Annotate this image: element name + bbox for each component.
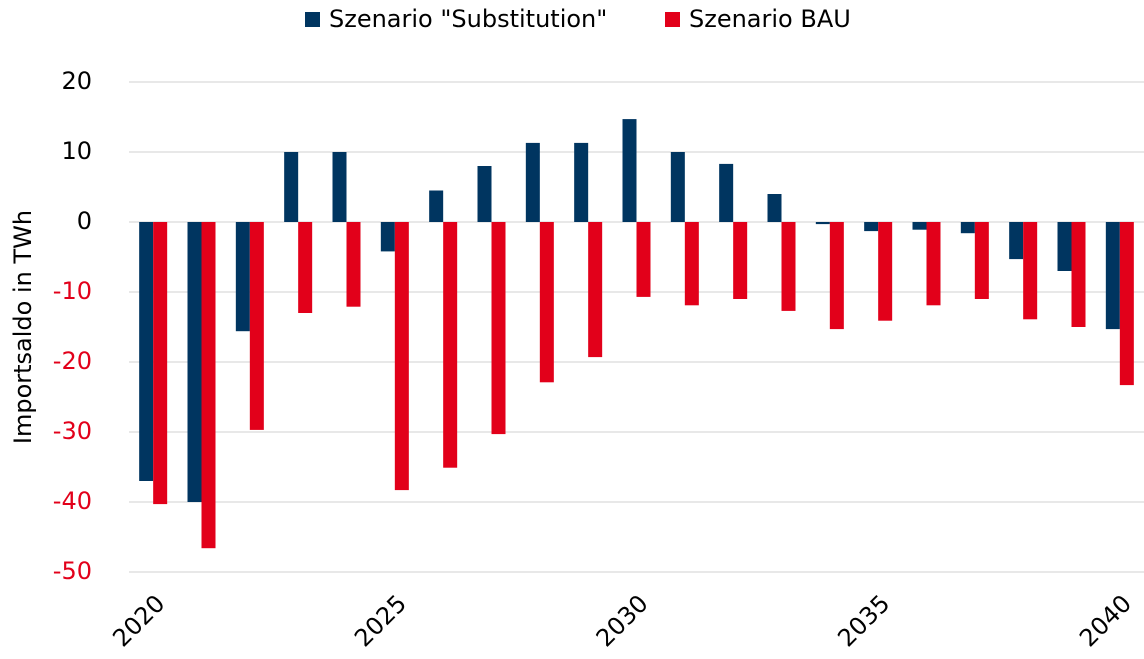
bar [684, 222, 699, 306]
legend-swatch [665, 12, 680, 27]
legend-swatch [305, 12, 320, 27]
bar [636, 222, 651, 297]
bar [1057, 222, 1072, 271]
bar [477, 166, 492, 222]
bar [588, 222, 603, 358]
y-axis-label: Importsaldo in TWh [9, 210, 37, 444]
bar [332, 152, 347, 222]
legend-label: Szenario BAU [689, 5, 851, 33]
bar [1009, 222, 1024, 260]
bar [1119, 222, 1134, 386]
bar [298, 222, 313, 313]
bar [187, 222, 202, 502]
bar [443, 222, 458, 468]
x-tick-label: 2020 [107, 589, 170, 652]
bar [670, 152, 685, 222]
bar [912, 222, 927, 230]
bar [960, 222, 975, 234]
bar [429, 190, 444, 222]
x-tick-label: 2030 [591, 589, 654, 652]
bar [235, 222, 250, 332]
bar [201, 222, 216, 549]
bar [1023, 222, 1038, 320]
x-tick-label: 2035 [832, 589, 895, 652]
bar [1105, 222, 1120, 330]
bar [733, 222, 748, 299]
legend-label: Szenario "Substitution" [329, 5, 607, 33]
bar [719, 163, 734, 222]
y-tick-label: 10 [61, 137, 92, 165]
y-tick-label: -10 [53, 277, 92, 305]
x-tick-label: 2040 [1074, 589, 1137, 652]
bar [1071, 222, 1086, 327]
y-tick-label: 20 [61, 67, 92, 95]
bar [139, 222, 154, 481]
bar [574, 142, 589, 222]
bar [284, 152, 299, 222]
bar [622, 119, 637, 222]
bar [380, 222, 395, 252]
bar [249, 222, 264, 430]
y-tick-label: -50 [53, 557, 92, 585]
bar [346, 222, 361, 307]
bar [815, 222, 830, 225]
bar [394, 222, 409, 491]
bar [525, 142, 540, 222]
y-tick-label: 0 [77, 207, 92, 235]
bar [539, 222, 554, 383]
bar [864, 222, 879, 232]
x-tick-label: 2025 [349, 589, 412, 652]
bar [829, 222, 844, 330]
y-tick-label: -20 [53, 347, 92, 375]
y-tick-label: -30 [53, 417, 92, 445]
bar [153, 222, 168, 505]
bar [767, 194, 782, 222]
bar [974, 222, 989, 299]
bar [926, 222, 941, 306]
y-tick-label: -40 [53, 487, 92, 515]
bar [491, 222, 506, 435]
bar [781, 222, 796, 311]
bar [878, 222, 893, 321]
